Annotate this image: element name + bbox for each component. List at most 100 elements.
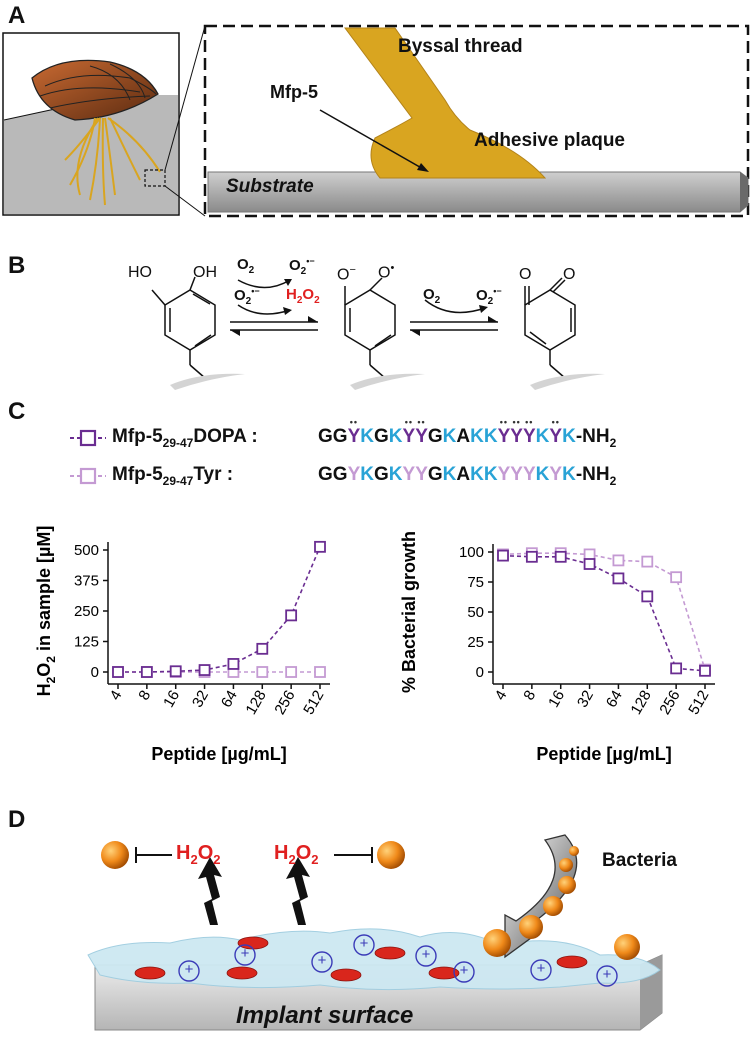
data-point: [256, 642, 269, 655]
y-tick-label: 500: [74, 542, 99, 559]
y-tick-label: 75: [467, 574, 484, 591]
substrate-label: Substrate: [226, 176, 314, 197]
x-tick-label: 32: [189, 688, 212, 711]
o-minus-label: O−: [337, 264, 356, 284]
x-tick-label: 64: [603, 688, 626, 711]
superoxide-label-bottom: O2•−: [234, 286, 260, 307]
data-point: [583, 558, 596, 570]
residue-g: G: [427, 426, 443, 447]
x-tick-label: 128: [243, 688, 270, 718]
residue-k: K: [470, 426, 484, 447]
x-tick-label: 16: [160, 688, 183, 711]
residue-k: K: [360, 464, 374, 485]
o-radical-label: O•: [378, 262, 395, 282]
data-point: [583, 548, 596, 561]
x-tick-label: 256: [656, 688, 683, 718]
positive-charge-symbol: +: [359, 935, 369, 952]
legend-marker-dopa: [79, 429, 97, 447]
data-point: [227, 658, 240, 670]
residue-a: A: [456, 426, 471, 447]
positive-charge-symbol: +: [602, 966, 612, 983]
panel-label-a: A: [8, 2, 26, 29]
h2o2-label: H2O2: [286, 286, 320, 306]
residue-g: G: [332, 426, 348, 447]
adhesive-plaque-label: Adhesive plaque: [474, 130, 625, 151]
residue-k: K: [535, 426, 550, 447]
x-tick-label: 128: [628, 688, 655, 718]
y-tick-label: 25: [467, 634, 484, 651]
residue-g: G: [373, 464, 389, 485]
residue-k: K: [535, 464, 550, 485]
positive-charge-symbol: +: [536, 960, 546, 977]
residue-k: K: [483, 426, 498, 447]
y-tick-label: 375: [74, 573, 99, 590]
h2o2-label-left: H2O2: [176, 842, 221, 867]
superoxide-label-top: O2•−: [289, 256, 315, 277]
positive-charge-symbol: +: [184, 961, 194, 978]
positive-charge-symbol: +: [421, 946, 431, 963]
residue-k: K: [442, 464, 457, 485]
residue-k: K: [470, 464, 484, 485]
tyr-peptide-name: Mfp-529-47Tyr :: [112, 464, 234, 488]
panel-label-b: B: [8, 252, 26, 279]
data-point: [612, 554, 625, 567]
oh-label: OH: [193, 264, 217, 281]
legend-marker-tyr: [79, 467, 97, 485]
residue-a: A: [456, 464, 471, 485]
residue-k: K: [388, 426, 403, 447]
residue-k: K: [360, 426, 374, 447]
data-point: [525, 550, 538, 563]
residue-k: K: [442, 426, 457, 447]
residue-y: Y: [523, 426, 536, 448]
x-axis-label: Peptide [µg/mL]: [151, 744, 286, 764]
data-point: [612, 572, 625, 585]
x-tick-label: 8: [135, 688, 154, 704]
x-tick-label: 512: [300, 688, 327, 718]
data-point: [641, 555, 654, 568]
data-point: [670, 571, 683, 584]
chart-h2o2: 0 125 250 375 500 4 8 16 32 64 128 256 512 Peptide [µ…: [34, 526, 330, 764]
series-line: [502, 552, 706, 670]
h2o2-label-right: H2O2: [274, 842, 319, 867]
o2-label-top: O2: [237, 256, 255, 276]
positive-charge-symbol: +: [240, 945, 250, 962]
residue-y: Y: [549, 464, 563, 485]
superoxide-label-right: O2•−: [476, 286, 502, 307]
positive-charge-symbol: +: [317, 952, 327, 969]
residue-g: G: [427, 464, 443, 485]
dopa-sequence: GGYKGKYYGKAKKYYYKYK-NH2: [318, 426, 616, 450]
data-point: [699, 664, 711, 677]
residue-y: Y: [415, 464, 428, 485]
x-axis-label: Peptide [µg/mL]: [536, 744, 671, 764]
keto-o-left: O: [519, 266, 532, 283]
residue-y: Y: [510, 464, 523, 485]
residue-y: Y: [497, 464, 511, 485]
mfp5-label: Mfp-5: [270, 82, 318, 102]
residue-y: Y: [510, 426, 523, 448]
data-point: [554, 550, 567, 563]
y-tick-label: 50: [467, 604, 484, 621]
residue-y: Y: [415, 426, 428, 448]
y-tick-label: 250: [74, 603, 99, 620]
y-axis-label: H2O2 in sample [µM]: [34, 526, 58, 697]
residue-g: G: [318, 426, 333, 447]
residue-y: Y: [403, 426, 416, 448]
residue-g: G: [332, 464, 348, 485]
residue-y: Y: [402, 464, 416, 485]
y-axis-label: % Bacterial growth: [399, 531, 419, 693]
residue-k: K: [388, 464, 403, 485]
x-tick-label: 32: [574, 688, 597, 711]
x-tick-label: 4: [492, 688, 511, 704]
x-tick-label: 512: [685, 688, 712, 718]
residue-y: Y: [347, 464, 361, 485]
data-point: [285, 666, 298, 678]
dopa-peptide-name: Mfp-529-47DOPA :: [112, 426, 258, 450]
data-point: [641, 590, 654, 603]
data-point: [256, 666, 269, 678]
byssal-thread-label: Byssal thread: [398, 36, 523, 57]
data-point: [198, 664, 211, 676]
residue-y: Y: [348, 426, 361, 448]
y-tick-label: 0: [476, 664, 484, 681]
x-tick-label: 4: [107, 688, 126, 704]
keto-o-right: O: [563, 266, 576, 283]
